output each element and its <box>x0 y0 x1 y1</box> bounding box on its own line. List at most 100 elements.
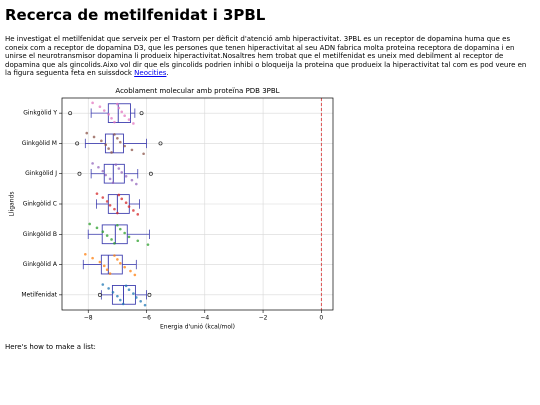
point <box>116 136 119 140</box>
point <box>123 114 126 118</box>
paragraph-text: He investigat el metilfenidat que servei… <box>5 35 527 78</box>
outlier <box>77 171 82 176</box>
point <box>136 213 140 216</box>
point <box>97 165 100 169</box>
point <box>118 298 122 302</box>
point <box>91 162 94 165</box>
point <box>133 273 137 277</box>
point <box>110 238 113 241</box>
point <box>120 171 124 174</box>
point <box>108 272 112 275</box>
y-tick-label: Ginkgòlid B <box>23 231 57 238</box>
point <box>143 303 147 307</box>
point <box>111 290 115 294</box>
point <box>113 133 116 136</box>
point <box>117 106 121 110</box>
paragraph-text: . <box>166 69 169 78</box>
point <box>113 254 116 257</box>
outlier <box>68 111 73 116</box>
point <box>98 260 102 264</box>
point <box>107 113 110 116</box>
point <box>124 174 128 178</box>
point <box>118 140 122 144</box>
point <box>104 173 108 177</box>
box <box>107 103 131 123</box>
point <box>117 167 121 170</box>
point <box>107 287 110 290</box>
x-tick-label: −2 <box>259 315 268 322</box>
y-tick-label: Metilfenidat <box>21 291 57 298</box>
point <box>142 152 145 156</box>
point <box>127 205 131 208</box>
point <box>108 203 112 207</box>
x-tick-label: −8 <box>84 315 93 322</box>
point <box>113 207 116 211</box>
y-tick-label: Ginkgòlid M <box>22 140 57 147</box>
point <box>123 144 126 148</box>
outlier <box>139 111 144 116</box>
point <box>135 182 138 186</box>
point <box>120 197 124 201</box>
point <box>91 256 94 260</box>
point <box>121 302 125 306</box>
point <box>118 227 122 231</box>
point <box>102 264 106 268</box>
y-axis-label: Lligands <box>9 192 16 217</box>
point <box>116 258 119 261</box>
x-tick-label: −6 <box>142 315 151 322</box>
chart-title: Acoblament molecular amb proteïna PDB 3P… <box>115 87 279 95</box>
box <box>100 254 123 275</box>
point <box>116 223 119 227</box>
point <box>123 231 126 235</box>
y-tick-label: Ginkgòlid Y <box>23 110 57 117</box>
point <box>113 242 116 245</box>
point <box>101 283 105 286</box>
point <box>105 200 109 203</box>
point <box>101 169 105 173</box>
point <box>113 120 116 124</box>
paragraph: He investigat el metilfenidat que servei… <box>5 35 533 78</box>
y-tick-label: Ginkgòlid J <box>25 170 57 177</box>
point <box>129 269 132 273</box>
point <box>124 284 128 288</box>
point <box>98 105 102 108</box>
x-tick-label: 0 <box>319 315 323 322</box>
point <box>130 148 134 152</box>
point <box>100 139 103 143</box>
point <box>118 261 122 265</box>
point <box>123 265 126 269</box>
page-title: Recerca de metilfenidat i 3PBL <box>5 6 266 24</box>
point <box>135 296 138 299</box>
point <box>107 147 110 150</box>
point <box>132 209 135 212</box>
plot-frame <box>61 97 334 311</box>
point <box>104 143 108 147</box>
point <box>124 201 128 205</box>
point <box>139 300 142 303</box>
point <box>136 239 140 243</box>
point <box>114 163 118 166</box>
point <box>88 222 91 226</box>
point <box>132 292 135 295</box>
point <box>110 117 113 120</box>
footer-text: Here's how to make a list: <box>5 343 96 351</box>
point <box>101 230 105 234</box>
point <box>120 110 124 114</box>
point <box>102 109 106 112</box>
point <box>105 268 109 272</box>
point <box>110 151 113 154</box>
outlier <box>75 141 80 146</box>
outlier <box>158 141 163 146</box>
point <box>91 101 94 105</box>
point <box>127 235 131 239</box>
point <box>85 131 89 135</box>
point <box>105 234 109 237</box>
x-axis-label: Energia d'unió (kcal/mol) <box>160 324 235 331</box>
outlier <box>97 292 102 297</box>
point <box>130 178 134 182</box>
outlier <box>147 292 152 297</box>
link[interactable]: Neocities <box>134 69 167 78</box>
point <box>116 294 119 298</box>
